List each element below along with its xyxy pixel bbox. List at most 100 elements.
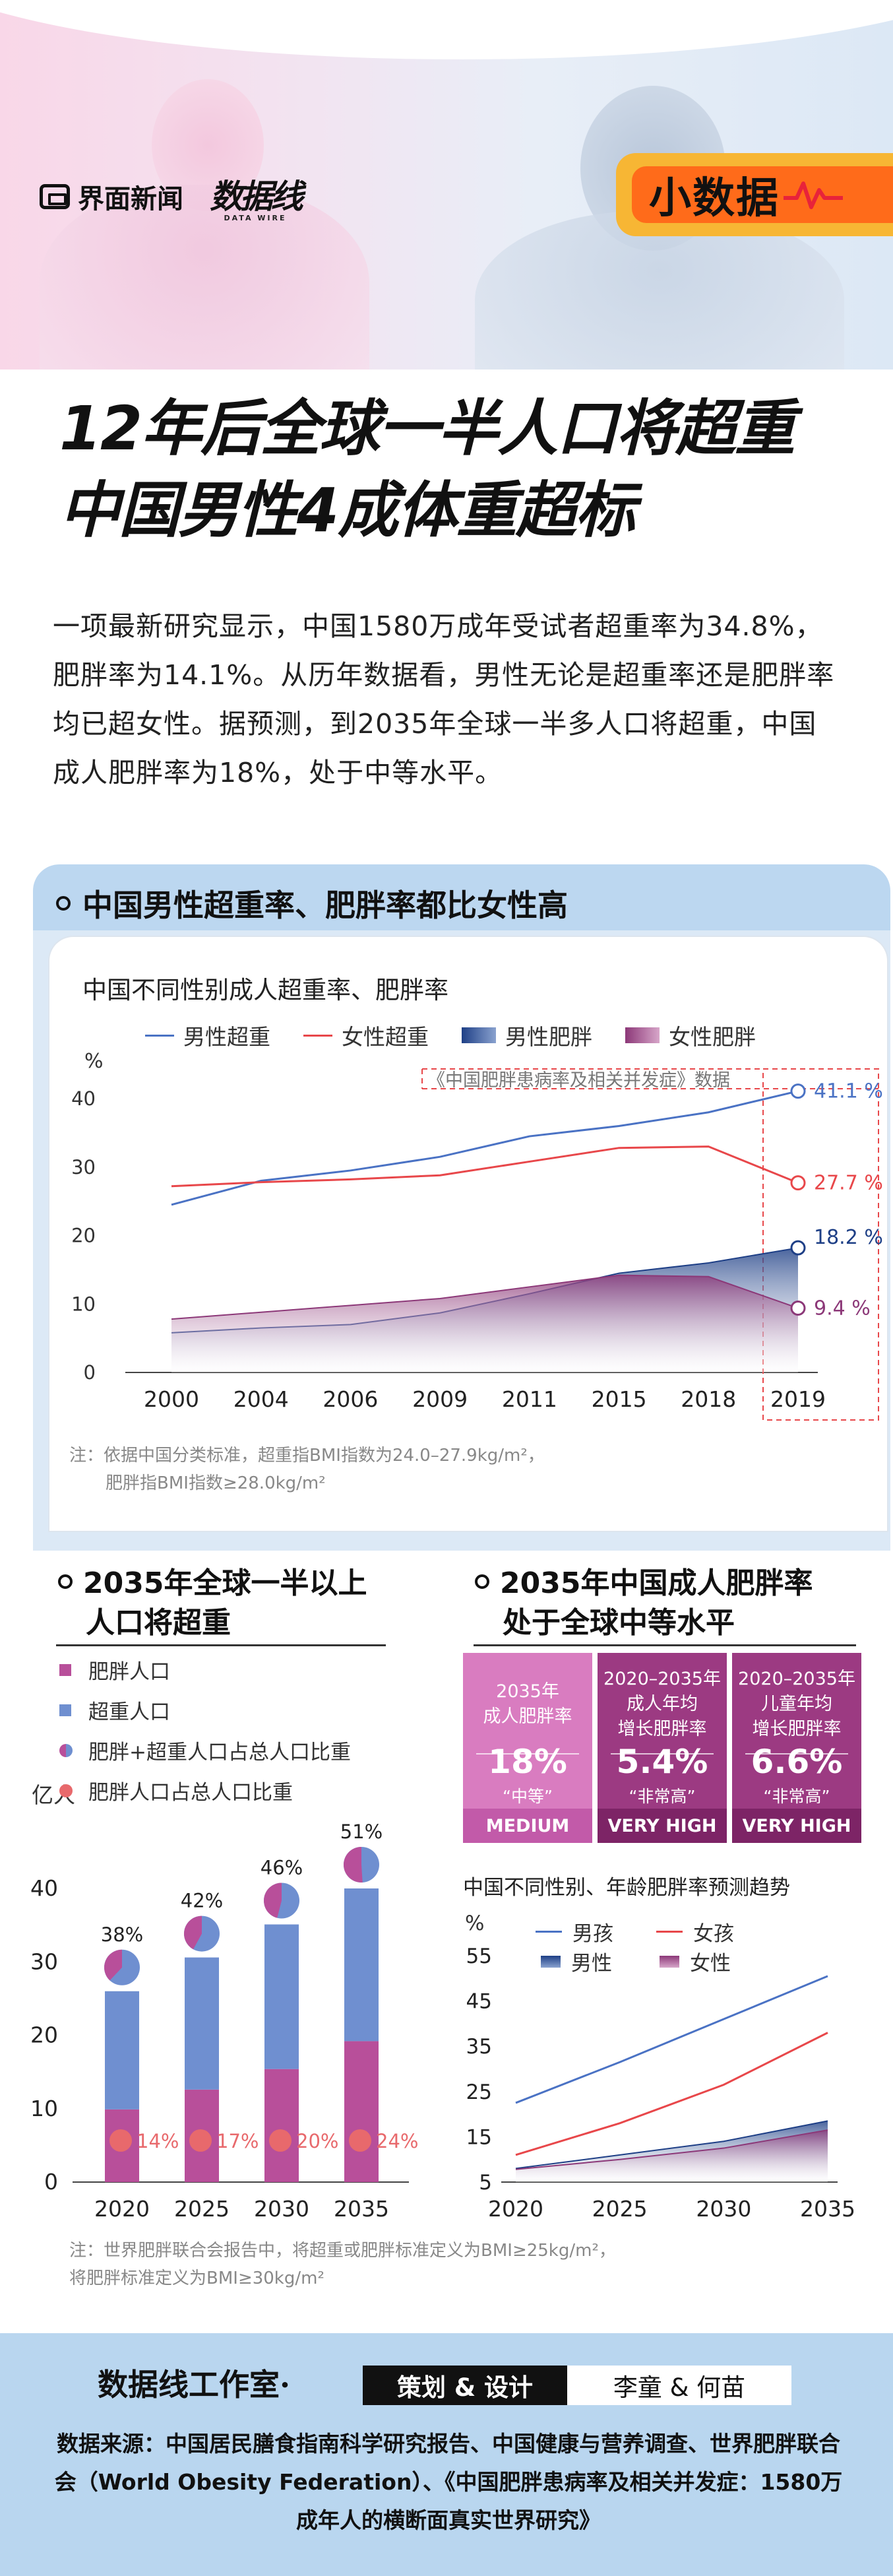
- share-pie: [264, 1883, 299, 1919]
- obese-share-dot: [349, 2129, 371, 2152]
- chart1-title: 中国不同性别成人超重率、肥胖率: [82, 976, 448, 1004]
- legend-boys: 男孩: [536, 1917, 613, 1947]
- section3-rule: [474, 1644, 856, 1646]
- legend-male-obese: 男性肥胖: [462, 1019, 592, 1051]
- section3-note: 注：世界肥胖联合会报告中，将超重或肥胖标准定义为BMI≥25kg/m²， 将肥胖…: [69, 2237, 616, 2292]
- chart2-legend: 肥胖人口 超重人口 肥胖+超重人口占总人口比重 肥胖人口占总人口比重: [59, 1650, 351, 1811]
- section3-title: 2035年中国成人肥胖率 处于全球中等水平: [475, 1564, 813, 1643]
- data-sources: 数据来源：中国居民膳食指南科学研究报告、中国健康与营养调查、世界肥胖联合会（Wo…: [54, 2431, 843, 2533]
- box-level-en: MEDIUM: [463, 1809, 592, 1843]
- box-adult-obesity-2035: 2035年 成人肥胖率 18% “中等” MEDIUM: [463, 1653, 592, 1843]
- legend-obese-pop: 肥胖人口: [59, 1650, 351, 1690]
- hero-top-curve: [0, 0, 893, 59]
- chart3-x-tick: 2035: [800, 2196, 855, 2222]
- box-level-en: VERY HIGH: [732, 1809, 861, 1843]
- chart3-x-tick: 2025: [592, 2196, 648, 2222]
- share-total-label: 38%: [101, 1923, 143, 1946]
- credit-names: 李童 & 何苗: [567, 2366, 791, 2405]
- chart1-note-line1: 注：依据中国分类标准，超重指BMI指数为24.0–27.9kg/m²，: [69, 1446, 545, 1465]
- page-headline: 12年后全球一半人口将超重 中国男性4成体重超标: [59, 388, 795, 552]
- legend-obese-share: 肥胖人口占总人口比重: [59, 1770, 351, 1811]
- share-pie-obese-slice: [183, 1916, 202, 1950]
- jiemian-logo: 界面新闻: [40, 177, 183, 216]
- overweight-bar: [344, 1888, 379, 2042]
- box-title: 2020–2035年 成人年均 增长肥胖率: [603, 1669, 721, 1739]
- box-title: 2020–2035年 儿童年均 增长肥胖率: [738, 1669, 855, 1739]
- obese-share-dot: [189, 2129, 212, 2152]
- female-area: [516, 2130, 828, 2182]
- chart3-y-tick: 45: [466, 1990, 492, 2014]
- legend-girls: 女孩: [656, 1917, 734, 1947]
- chart3-y-tick: 25: [466, 2080, 492, 2104]
- logo-row: 界面新闻 数据线 DATA WIRE: [40, 170, 303, 222]
- bullet-icon: [475, 1574, 489, 1589]
- chart3-y-unit: %: [465, 1912, 484, 1935]
- overweight-bar: [264, 1924, 299, 2069]
- female-line: [515, 2129, 828, 2170]
- small-data-tag: 小数据: [616, 153, 893, 236]
- hero-banner: 界面新闻 数据线 DATA WIRE 小数据: [0, 0, 893, 370]
- dataline-logo-en: DATA WIRE: [224, 214, 287, 222]
- section1-title: 中国男性超重率、肥胖率都比女性高: [56, 882, 568, 925]
- chart1-note-line2: 肥胖指BMI指数≥28.0kg/m²: [106, 1473, 326, 1493]
- studio-name: 数据线工作室·: [98, 2367, 291, 2402]
- chart2-x-tick: 2020: [94, 2196, 150, 2222]
- chart2-y-tick: 30: [30, 1948, 58, 1974]
- chart3-title: 中国不同性别、年龄肥胖率预测趋势: [463, 1876, 790, 1900]
- obese-share-dot: [109, 2129, 132, 2152]
- share-pie: [344, 1847, 379, 1883]
- headline-line1: 12年后全球一半人口将超重: [59, 393, 795, 464]
- share-total-label: 42%: [181, 1890, 223, 1912]
- share-pie-obese-slice: [263, 1883, 282, 1918]
- legend-female: 女性: [660, 1947, 731, 1976]
- headline-line2: 中国男性4成体重超标: [59, 475, 636, 546]
- small-data-tag-text: 小数据: [649, 174, 780, 223]
- overweight-bar: [185, 1957, 219, 2090]
- legend-total-share: 肥胖+超重人口占总人口比重: [59, 1730, 351, 1770]
- share-total-label: 51%: [340, 1820, 383, 1843]
- legend-female-overweight: 女性超重: [303, 1019, 429, 1051]
- legend-female-obese: 女性肥胖: [625, 1019, 756, 1051]
- obese-bar: [105, 2109, 139, 2182]
- obese-share-label: 14%: [137, 2130, 179, 2152]
- section3-note-line2: 将肥胖标准定义为BMI≥30kg/m²: [69, 2269, 324, 2288]
- legend-male: 男性: [541, 1947, 612, 1976]
- chart3-y-tick: 55: [466, 1945, 492, 1968]
- box-level: “中等”: [503, 1787, 553, 1806]
- chart1-note: 注：依据中国分类标准，超重指BMI指数为24.0–27.9kg/m²， 肥胖指B…: [69, 1442, 545, 1497]
- obese-share-label: 20%: [296, 2130, 338, 2152]
- intro-paragraph: 一项最新研究显示，中国1580万成年受试者超重率为34.8%，肥胖率为14.1%…: [53, 610, 835, 789]
- box-value: 5.4%: [616, 1743, 708, 1781]
- chart1-legend: 男性超重 女性超重 男性肥胖 女性肥胖: [145, 1019, 789, 1051]
- box-value: 18%: [488, 1743, 567, 1781]
- chart2-y-tick: 0: [44, 2169, 58, 2195]
- chart3-y-tick: 15: [466, 2125, 492, 2149]
- overweight-bar: [105, 1991, 139, 2109]
- box-adult-growth: 2020–2035年 成人年均 增长肥胖率 5.4% “非常高” VERY HI…: [598, 1653, 727, 1843]
- section2-title: 2035年全球一半以上 人口将超重: [58, 1564, 367, 1643]
- chart2-y-tick: 20: [30, 2022, 58, 2048]
- dataline-logo-text: 数据线: [210, 177, 303, 216]
- box-level: “非常高”: [629, 1787, 696, 1806]
- share-pie: [104, 1949, 140, 1985]
- jiemian-logo-icon: [40, 183, 70, 209]
- share-pie-obese-slice: [344, 1847, 363, 1883]
- obese-bar: [344, 2041, 379, 2182]
- box-level-en: VERY HIGH: [598, 1809, 727, 1843]
- chart2-x-tick: 2035: [334, 2196, 389, 2222]
- obese-bar: [185, 2089, 219, 2182]
- male-line: [515, 2120, 828, 2170]
- section2-rule: [56, 1644, 386, 1646]
- share-pie: [184, 1916, 220, 1952]
- section1-title-text: 中国男性超重率、肥胖率都比女性高: [82, 887, 568, 923]
- chart2-x-tick: 2030: [254, 2196, 309, 2222]
- obesity-rate-boxes: 2035年 成人肥胖率 18% “中等” MEDIUM 2020–2035年 成…: [463, 1653, 861, 1843]
- box-level: “非常高”: [763, 1787, 830, 1806]
- chart2-y-tick: 40: [30, 1875, 58, 1901]
- box-child-growth: 2020–2035年 儿童年均 增长肥胖率 6.6% “非常高” VERY HI…: [732, 1653, 861, 1843]
- share-total-label: 46%: [261, 1857, 303, 1879]
- chart3-x-tick: 2020: [488, 2196, 543, 2222]
- chart3-x-tick: 2030: [696, 2196, 751, 2222]
- chart2-x-tick: 2025: [174, 2196, 230, 2222]
- share-pie-obese-slice: [104, 1949, 122, 1981]
